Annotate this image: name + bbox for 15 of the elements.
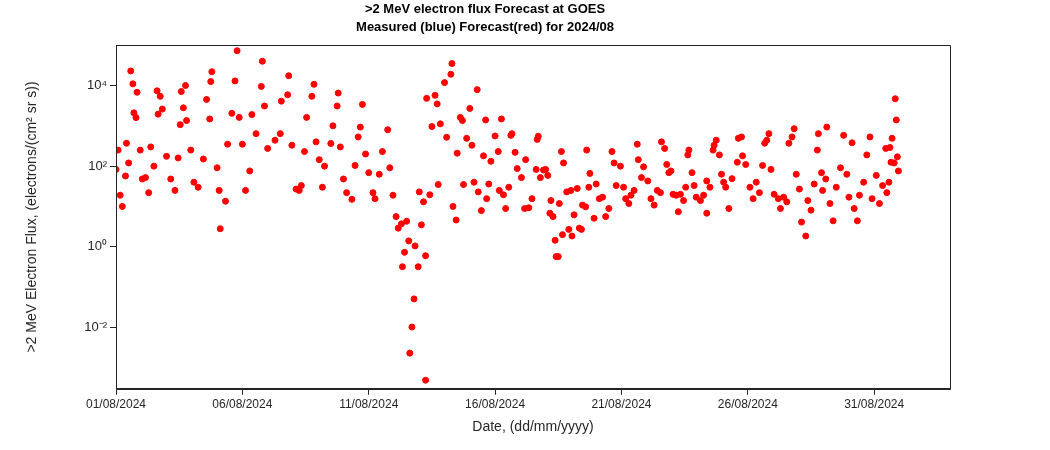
x-tick-label: 16/08/2024 bbox=[465, 397, 526, 412]
chart-subtitle: Measured (blue) Forecast(red) for 2024/08 bbox=[356, 18, 614, 34]
x-tick-label: 26/08/2024 bbox=[717, 397, 779, 412]
y-tick-label: 10⁻² bbox=[84, 318, 108, 334]
x-tick-label: 21/08/2024 bbox=[591, 397, 652, 412]
chart-title: >2 MeV electron flux Forecast at GOES bbox=[364, 1, 606, 17]
y-tick-label: 10⁰ bbox=[87, 238, 107, 254]
x-tick-label: 06/08/2024 bbox=[212, 397, 273, 412]
x-tick-label: 01/08/2024 bbox=[85, 397, 147, 412]
x-tick-label: 31/08/2024 bbox=[844, 397, 905, 412]
y-axis-title: >2 MeV Electron Flux, (electrons/(cm² sr s)) bbox=[23, 81, 40, 353]
y-tick-label: 10² bbox=[88, 157, 108, 173]
y-tick-label: 10⁴ bbox=[86, 77, 107, 93]
x-tick-label: 11/08/2024 bbox=[339, 397, 399, 412]
x-axis-title: Date, (dd/mm/yyyy) bbox=[472, 418, 594, 435]
